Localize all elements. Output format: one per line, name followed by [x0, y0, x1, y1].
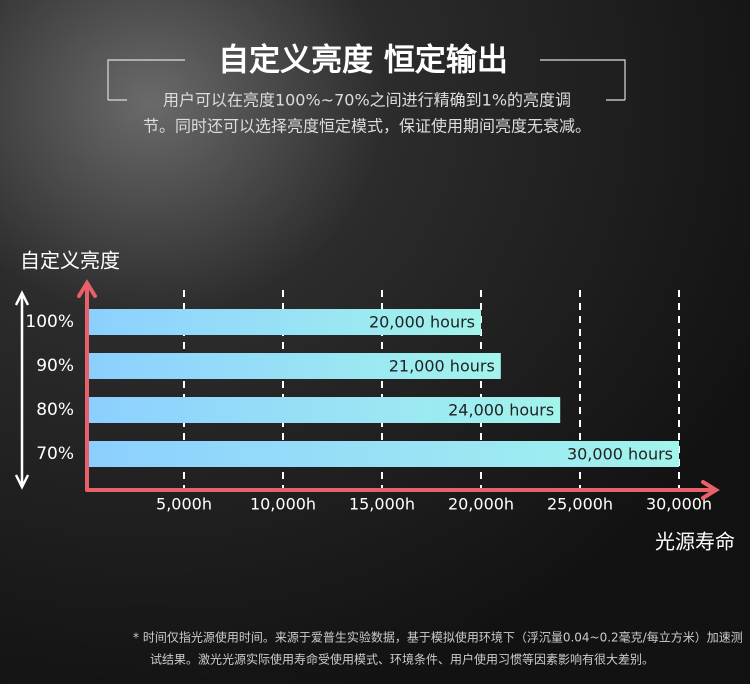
bar [87, 441, 679, 467]
bar [87, 353, 501, 379]
x-tick-label: 15,000h [349, 495, 415, 514]
value-label: 30,000 hours [567, 445, 673, 464]
y-tick-label: 70% [36, 444, 74, 464]
x-tick-label: 20,000h [448, 495, 514, 514]
chart-title: 自定义亮度 恒定输出 [218, 43, 508, 79]
bar [87, 397, 561, 423]
footnote: 试结果。激光光源实际使用寿命受使用模式、环境条件、用户使用习惯等因素影响有很大差… [150, 652, 654, 667]
value-label: 21,000 hours [389, 357, 495, 376]
bar [87, 309, 481, 335]
footnote: * 时间仅指光源使用时间。来源于爱普生实验数据，基于模拟使用环境下（浮沉量0.0… [133, 630, 743, 645]
y-tick-label: 90% [36, 356, 74, 376]
value-label: 24,000 hours [448, 401, 554, 420]
x-tick-label: 10,000h [250, 495, 316, 514]
axis [77, 279, 720, 500]
x-tick-label: 5,000h [156, 495, 212, 514]
y-axis-label: 自定义亮度 [20, 249, 120, 273]
subtitle: 节。同时还可以选择亮度恒定模式，保证使用期间亮度无衰减。 [143, 117, 591, 136]
x-tick-label: 25,000h [547, 495, 613, 514]
brightness-arrow [14, 290, 30, 490]
y-tick-label: 100% [25, 312, 74, 332]
x-tick-label: 30,000h [646, 495, 712, 514]
subtitle: 用户可以在亮度100%~70%之间进行精确到1%的亮度调 [163, 91, 571, 110]
x-axis-label: 光源寿命 [655, 530, 735, 554]
title-frame [107, 59, 626, 101]
y-tick-label: 80% [36, 400, 74, 420]
value-label: 20,000 hours [369, 313, 475, 332]
